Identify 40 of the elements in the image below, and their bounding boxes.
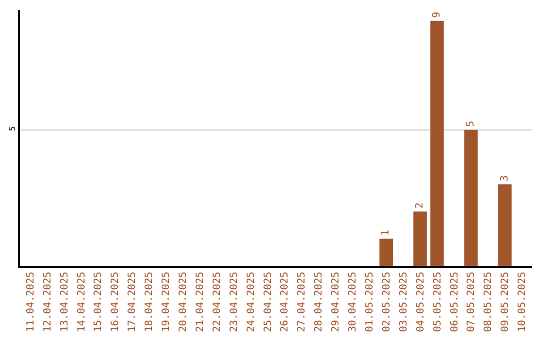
- bar: [464, 130, 478, 266]
- bar: [379, 238, 393, 266]
- data-label: 2: [414, 202, 426, 209]
- x-tick-label: 10.05.2025: [517, 272, 528, 332]
- x-tick-label: 12.04.2025: [42, 272, 54, 332]
- x-tick-label: 11.04.2025: [25, 272, 36, 332]
- x-tick-label: 06.05.2025: [449, 272, 460, 332]
- data-label: 3: [499, 175, 510, 182]
- x-tick-label: 30.04.2025: [348, 272, 359, 332]
- x-tick-label: 15.04.2025: [93, 272, 104, 332]
- bar: [498, 184, 512, 266]
- data-label: 1: [380, 230, 392, 236]
- x-tick-label: 19.04.2025: [161, 272, 172, 332]
- data-label: 9: [432, 12, 443, 18]
- x-tick-label: 21.04.2025: [194, 272, 206, 332]
- x-tick-label: 24.04.2025: [246, 272, 257, 332]
- x-tick-label: 26.04.2025: [280, 272, 291, 332]
- x-tick-label: 16.04.2025: [110, 272, 122, 332]
- x-tick-label: 20.04.2025: [178, 272, 189, 332]
- bar: [430, 20, 444, 266]
- x-tick-label: 18.04.2025: [144, 272, 156, 332]
- x-tick-label: 27.04.2025: [296, 272, 308, 332]
- x-tick-label: 28.04.2025: [314, 272, 325, 332]
- x-tick-label: 29.04.2025: [330, 272, 342, 332]
- bar: [413, 212, 427, 266]
- x-tick-label: 09.05.2025: [500, 272, 512, 332]
- x-tick-label: 03.05.2025: [398, 272, 410, 332]
- x-tick-label: 07.05.2025: [466, 272, 478, 332]
- x-tick-label: 08.05.2025: [483, 272, 494, 332]
- x-tick-label: 25.04.2025: [262, 272, 274, 332]
- x-tick-label: 23.04.2025: [228, 272, 240, 332]
- x-tick-label: 02.05.2025: [381, 272, 392, 332]
- x-tick-label: 13.04.2025: [59, 272, 70, 332]
- x-tick-label: 04.05.2025: [415, 272, 426, 332]
- x-tick-label: 14.04.2025: [76, 272, 88, 332]
- x-tick-label: 17.04.2025: [127, 272, 138, 332]
- data-label: 5: [465, 120, 476, 127]
- x-tick-label: 05.05.2025: [432, 272, 444, 332]
- x-tick-label: 22.04.2025: [212, 272, 223, 332]
- x-tick-label: 01.05.2025: [364, 272, 376, 332]
